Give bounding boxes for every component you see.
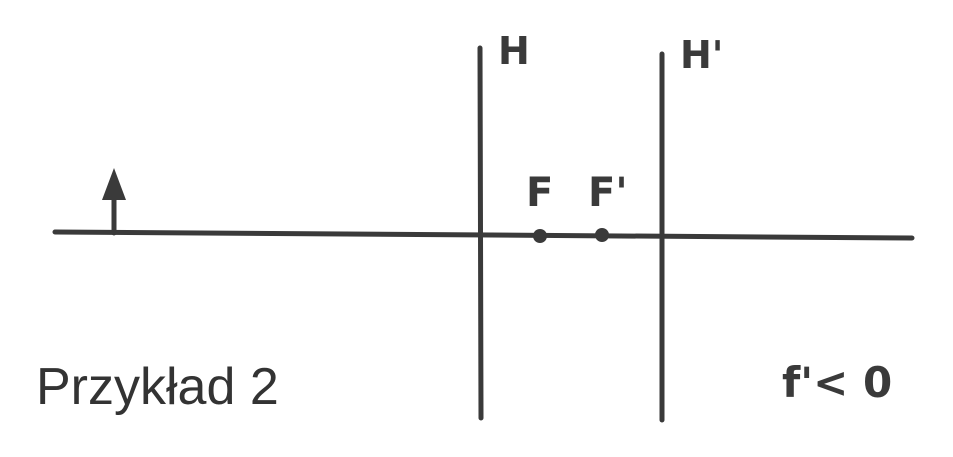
object-arrow-head: [102, 168, 126, 200]
focal-point-f: [533, 229, 547, 243]
focal-length-condition: f'< 0: [782, 358, 892, 407]
label-f-prime: F': [588, 170, 628, 216]
label-h: H: [498, 29, 530, 73]
optical-axis: [52, 229, 915, 241]
example-caption: Przykład 2: [36, 358, 279, 416]
label-f: F: [526, 170, 553, 216]
principal-plane-h: [477, 45, 484, 421]
object-arrow: [102, 168, 126, 236]
label-h-prime: H': [680, 33, 723, 77]
focal-point-f-prime: [595, 228, 609, 242]
